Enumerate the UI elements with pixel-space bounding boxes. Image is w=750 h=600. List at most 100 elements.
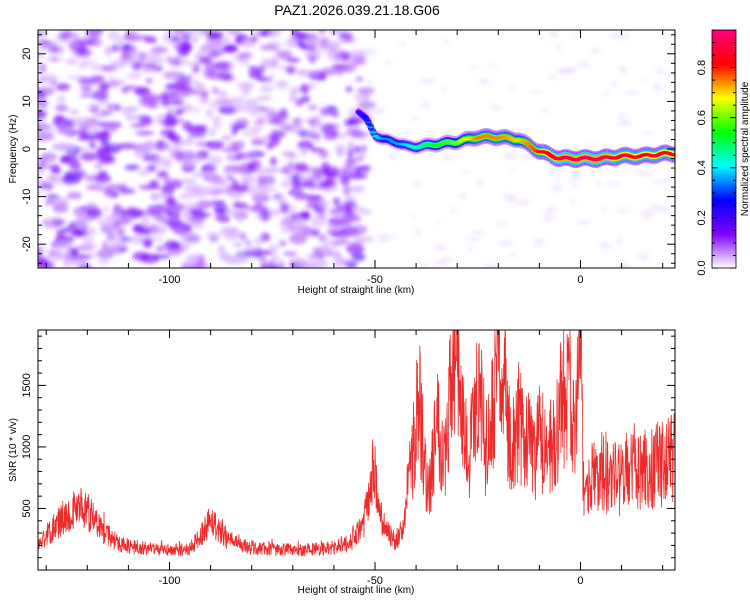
noise-blob <box>212 61 231 71</box>
snr-frame <box>37 329 676 571</box>
noise-blob <box>203 186 219 196</box>
noise-blob <box>422 101 431 109</box>
colorbar-tick-label: 0.8 <box>696 60 708 75</box>
noise-blob <box>484 263 498 268</box>
noise-blob <box>361 165 371 172</box>
noise-blob <box>260 44 278 51</box>
noise-blob <box>164 195 176 206</box>
noise-blob <box>100 225 115 234</box>
noise-blob <box>640 131 656 135</box>
noise-blob <box>269 135 281 146</box>
noise-blob <box>470 230 486 235</box>
noise-blob <box>211 86 219 94</box>
snr-xlabel: Height of straight line (km) <box>298 585 415 596</box>
noise-blob <box>571 34 580 39</box>
noise-blob <box>285 66 297 75</box>
noise-blob <box>606 181 621 187</box>
noise-blob <box>610 32 623 39</box>
noise-blob <box>232 242 244 248</box>
noise-blob <box>267 111 282 119</box>
noise-blob <box>170 35 182 43</box>
noise-blob <box>142 237 153 248</box>
noise-blob <box>168 179 183 189</box>
noise-blob <box>208 155 223 165</box>
noise-blob <box>458 193 468 200</box>
noise-blob <box>87 123 100 134</box>
noise-blob <box>411 214 416 220</box>
noise-blob <box>293 162 309 172</box>
colorbar: 0.0 0.2 0.4 0.6 0.8 Normalized spectral ampl… <box>696 29 750 276</box>
noise-blob <box>342 215 359 222</box>
noise-blob <box>278 240 287 247</box>
noise-blob <box>253 185 272 192</box>
noise-blob <box>122 43 132 51</box>
colorbar-ramp <box>711 29 737 269</box>
noise-blob <box>516 199 532 206</box>
spectrogram-ytick-label: 20 <box>21 48 33 60</box>
noise-blob <box>56 142 75 152</box>
noise-blob <box>570 197 576 205</box>
noise-blob <box>481 78 490 84</box>
noise-blob <box>639 77 647 82</box>
noise-blob <box>268 30 281 38</box>
noise-blob <box>124 114 140 121</box>
noise-blob <box>38 125 52 130</box>
noise-blob <box>201 43 221 53</box>
noise-blob <box>347 172 368 180</box>
signal-ridge <box>355 105 675 169</box>
noise-blob <box>275 80 289 89</box>
noise-blob <box>103 206 110 213</box>
noise-blob <box>39 133 56 141</box>
noise-blob <box>256 95 273 101</box>
noise-blob <box>135 130 154 136</box>
noise-blob <box>94 164 103 169</box>
noise-blob <box>343 185 351 197</box>
noise-blob <box>622 33 631 39</box>
noise-blob <box>233 104 252 113</box>
noise-blob <box>335 70 344 76</box>
noise-blob <box>301 95 311 103</box>
noise-blob <box>354 93 371 102</box>
noise-blob <box>192 30 211 37</box>
noise-blob <box>355 165 362 173</box>
noise-blob <box>301 210 309 221</box>
noise-blob <box>440 156 455 161</box>
noise-blob <box>239 152 256 160</box>
noise-blob <box>216 90 228 97</box>
noise-blob <box>248 159 261 171</box>
noise-blob <box>289 86 304 93</box>
spectrogram-xlabel: Height of straight line (km) <box>298 285 415 296</box>
noise-blob <box>77 62 89 69</box>
noise-blob <box>331 111 340 118</box>
noise-blob <box>319 106 329 117</box>
noise-blob <box>468 65 478 69</box>
noise-blob <box>621 66 628 71</box>
noise-blob <box>248 69 263 79</box>
noise-blob <box>198 95 210 105</box>
noise-blob <box>194 224 205 230</box>
snr-ytick-label: 1500 <box>21 373 33 397</box>
noise-blob <box>278 108 288 119</box>
noise-blob <box>222 45 239 53</box>
noise-blob <box>665 46 675 51</box>
spectrogram-ytick-label: 10 <box>21 95 33 107</box>
noise-blob <box>80 76 101 83</box>
noise-blob <box>385 61 393 66</box>
snr-chart: -100 -50 0 500 1000 1500 Height of straight l… <box>8 329 676 596</box>
noise-blob <box>270 156 277 167</box>
noise-blob <box>533 242 543 247</box>
noise-blob <box>258 212 271 222</box>
noise-blob <box>151 192 158 202</box>
colorbar-tick-label: 0.0 <box>696 260 708 275</box>
noise-blob <box>637 170 653 177</box>
noise-blob <box>62 127 70 133</box>
noise-blob <box>72 169 87 180</box>
noise-blob <box>140 216 150 227</box>
noise-blob <box>116 36 126 46</box>
noise-blob <box>570 183 579 188</box>
noise-blob <box>448 208 458 213</box>
noise-blob <box>178 193 195 199</box>
noise-blob <box>188 61 197 68</box>
snr-xtick-label: 0 <box>577 575 583 587</box>
noise-blob <box>130 234 144 245</box>
